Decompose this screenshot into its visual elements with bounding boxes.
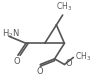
Text: H$_2$N: H$_2$N [2, 27, 20, 40]
Text: CH$_3$: CH$_3$ [56, 0, 72, 13]
Text: O: O [36, 67, 43, 76]
Text: O: O [65, 59, 72, 68]
Text: CH$_3$: CH$_3$ [75, 50, 91, 63]
Text: O: O [14, 57, 20, 66]
